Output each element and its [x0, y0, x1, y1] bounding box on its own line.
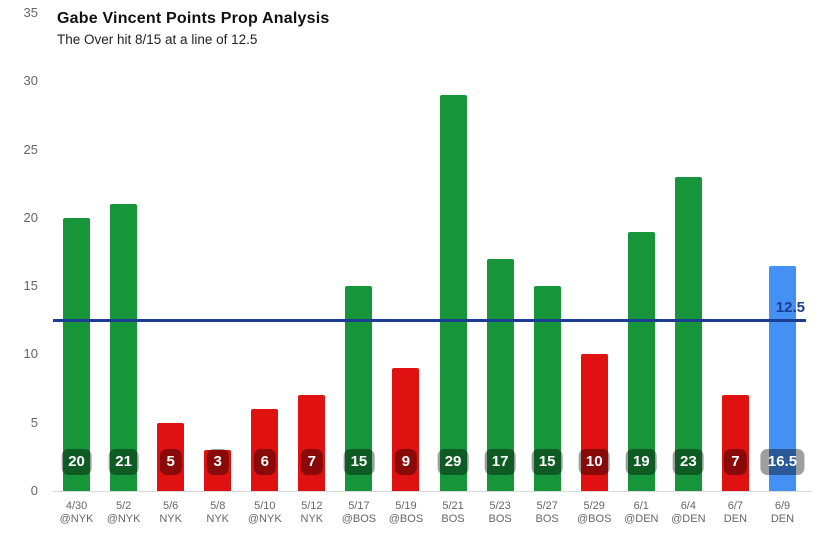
x-tick-opponent: @BOS	[577, 513, 612, 525]
y-tick-label: 0	[30, 483, 38, 498]
bar-6-1	[627, 231, 655, 491]
x-tick-date: 4/30	[65, 500, 88, 512]
x-tick-date: 5/23	[489, 500, 511, 512]
y-tick-label: 35	[23, 5, 38, 20]
bar-5-2	[110, 204, 138, 491]
bar-5-6	[157, 422, 185, 491]
x-tick-opponent: BOS	[535, 513, 559, 525]
chart-title: Gabe Vincent Points Prop Analysis	[57, 10, 330, 27]
x-tick-label: 5/10 @NYK	[248, 500, 282, 526]
x-tick-opponent: BOS	[488, 513, 512, 525]
bar-value-badge: 7	[724, 449, 747, 475]
x-tick-date: 5/17	[348, 500, 370, 512]
x-axis-baseline	[53, 491, 812, 492]
bar-5-23	[486, 258, 514, 491]
bar-value-badge: 19	[625, 449, 657, 475]
x-tick-opponent: @DEN	[624, 513, 659, 525]
bar-value-badge: 5	[159, 449, 182, 475]
x-tick-label: 5/29 @BOS	[577, 500, 611, 526]
bar-5-29	[580, 354, 608, 491]
bar-value-badge: 10	[578, 449, 610, 475]
x-tick-label: 6/7 DEN	[724, 500, 747, 526]
x-tick-date: 5/21	[442, 500, 464, 512]
x-tick-label: 6/4 @DEN	[671, 500, 705, 526]
bar-6-4	[674, 176, 702, 491]
x-tick-label: 6/9 DEN	[771, 500, 794, 526]
x-tick-opponent: NYK	[300, 513, 324, 525]
bar-value-badge: 21	[108, 449, 139, 475]
x-tick-date: 5/27	[536, 500, 558, 512]
x-tick-date: 6/9	[774, 500, 791, 512]
x-tick-label: 6/1 @DEN	[624, 500, 658, 526]
bar-value-badge: 29	[437, 449, 469, 475]
bar-5-8	[204, 450, 232, 491]
prop-line-label: 12.5	[775, 299, 805, 317]
chart-subtitle: The Over hit 8/15 at a line of 12.5	[57, 32, 258, 47]
bar-value-badge: 3	[206, 449, 229, 475]
x-tick-date: 5/6	[163, 500, 179, 512]
bar-value-badge: 9	[394, 449, 418, 475]
bar-5-19	[392, 368, 420, 491]
y-tick-label: 5	[30, 414, 38, 430]
x-tick-opponent: @BOS	[341, 513, 377, 525]
x-tick-date: 6/7	[727, 500, 744, 512]
bar-value-badge: 15	[531, 449, 563, 475]
bar-6-7	[721, 395, 749, 491]
x-tick-date: 5/8	[210, 500, 226, 512]
x-tick-date: 5/29	[583, 500, 605, 512]
x-tick-label: 5/23 BOS	[488, 500, 511, 526]
bar-value-badge: 7	[300, 449, 324, 475]
x-tick-label: 5/19 @BOS	[389, 500, 423, 526]
x-tick-opponent: @NYK	[106, 513, 141, 525]
x-tick-date: 5/12	[301, 500, 323, 512]
x-tick-label: 5/27 BOS	[536, 500, 559, 526]
bar-5-10	[251, 409, 279, 491]
x-tick-opponent: @NYK	[59, 513, 94, 525]
x-tick-label: 5/12 NYK	[301, 500, 324, 526]
prop-line	[53, 318, 806, 322]
x-tick-label: 5/6 NYK	[159, 500, 182, 526]
x-tick-label: 5/8 NYK	[206, 500, 229, 526]
y-tick-label: 30	[23, 73, 38, 89]
x-tick-date: 5/10	[254, 500, 276, 512]
x-tick-label: 5/21 BOS	[441, 500, 464, 526]
x-tick-label: 5/17 @BOS	[342, 500, 376, 526]
bar-4-30	[63, 217, 91, 491]
x-tick-opponent: DEN	[723, 513, 748, 525]
bar-6-9	[768, 265, 796, 491]
x-tick-opponent: @BOS	[388, 513, 424, 525]
y-tick-label: 20	[23, 209, 38, 225]
bar-value-badge: 6	[253, 449, 276, 475]
y-tick-label: 10	[23, 346, 38, 362]
x-tick-opponent: DEN	[770, 513, 795, 525]
bar-value-badge: 23	[673, 449, 704, 475]
bar-value-badge: 20	[61, 449, 92, 475]
x-tick-date: 5/2	[115, 500, 132, 512]
x-tick-date: 6/4	[680, 500, 696, 512]
bar-value-badge: 17	[484, 449, 516, 475]
x-tick-date: 6/1	[633, 500, 649, 512]
x-tick-label: 5/2 @NYK	[107, 500, 141, 526]
x-tick-opponent: NYK	[206, 513, 230, 525]
bar-5-12	[298, 395, 326, 491]
x-tick-date: 5/19	[395, 500, 417, 512]
x-tick-opponent: @NYK	[247, 513, 282, 525]
y-tick-label: 15	[23, 278, 38, 294]
x-tick-opponent: BOS	[441, 513, 465, 525]
bar-value-badge: 15	[343, 449, 375, 475]
x-tick-opponent: NYK	[159, 513, 182, 525]
y-tick-label: 25	[23, 141, 38, 157]
x-tick-label: 4/30 @NYK	[60, 500, 94, 526]
bar-value-badge: 16.5	[760, 449, 805, 475]
bar-5-21	[439, 94, 467, 491]
x-tick-opponent: @DEN	[671, 513, 706, 525]
